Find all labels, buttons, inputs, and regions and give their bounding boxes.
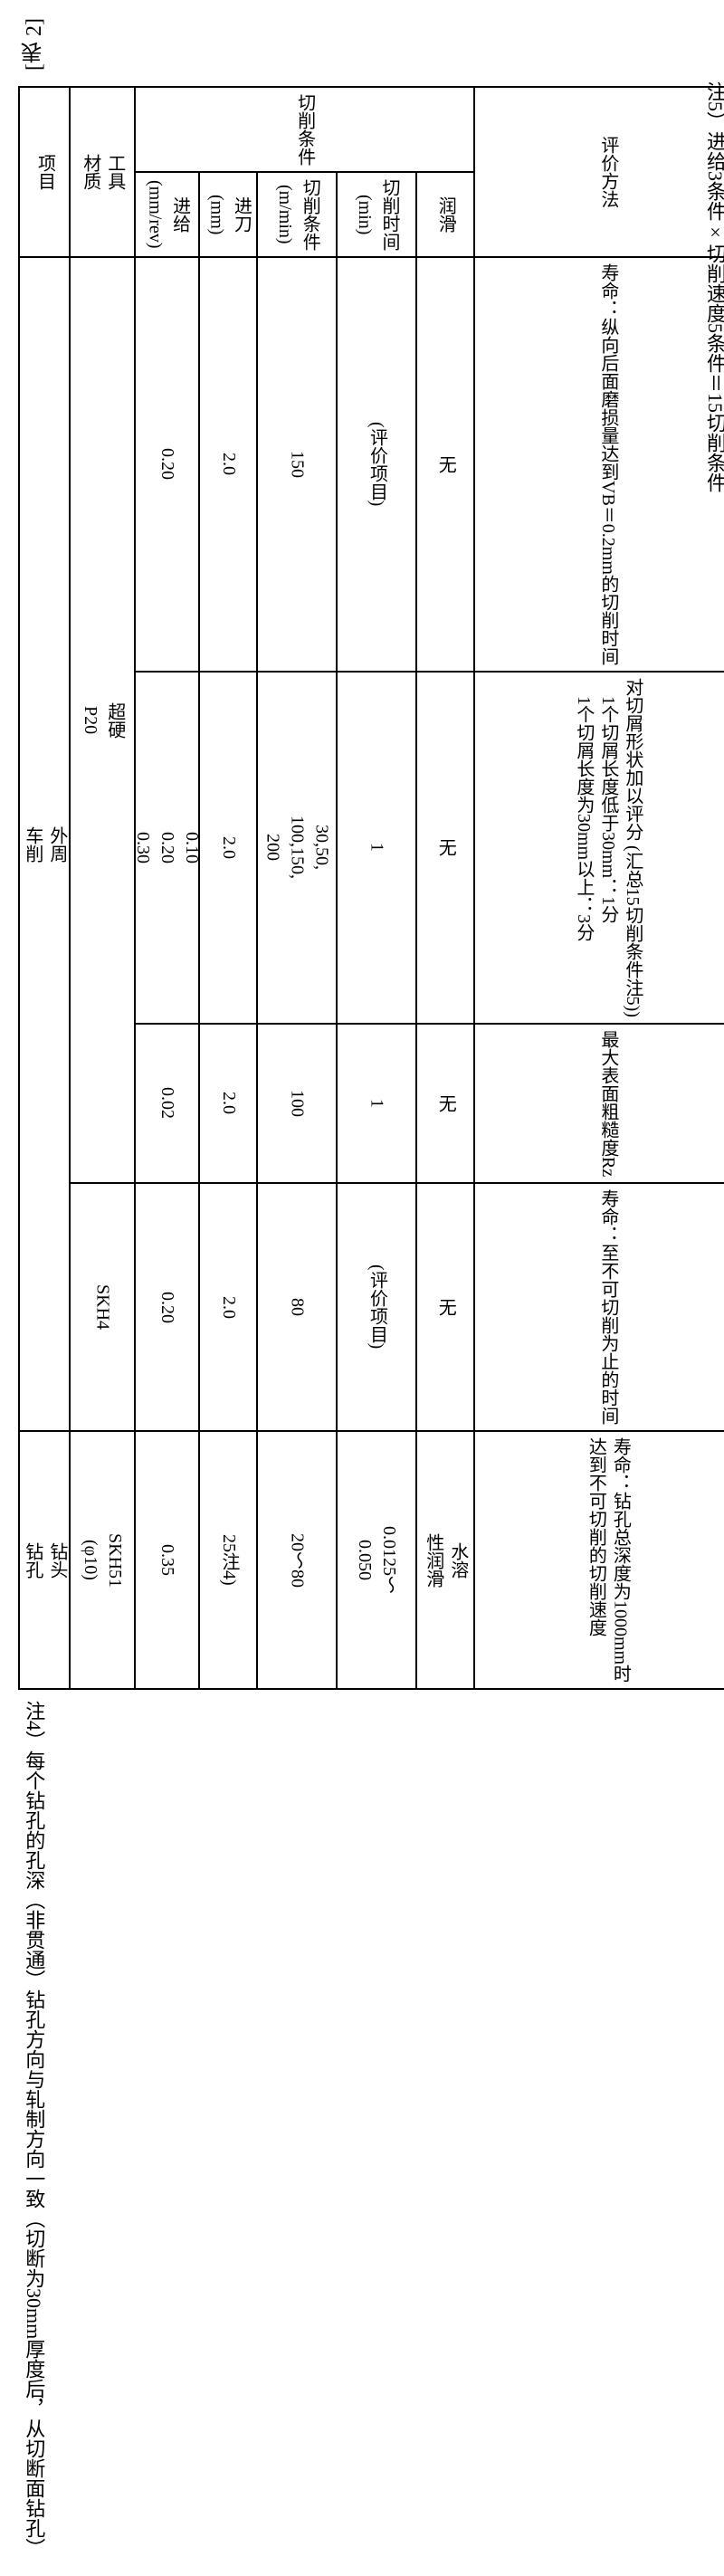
r1-eval: 寿命：纵向后面磨损量达到VB＝0.2mm的切削时间 (474, 257, 724, 672)
row-4: SKH4 0.20 2.0 80 (评价项目) 无 寿命：至不可切削为止的时间 (19, 1183, 724, 1431)
row-1: 外周 车削 超硬 P20 0.20 2.0 150 (评价项目) 无 寿命：纵向… (19, 257, 724, 672)
r1-time: (评价项目) (337, 257, 416, 672)
r4-lube: 无 (416, 1183, 474, 1431)
h-eval: 评价方法 (474, 87, 724, 257)
r4-depth: 2.0 (199, 1183, 257, 1431)
r4-speed: 80 (257, 1183, 337, 1431)
r5-feed: 0.35 (135, 1431, 200, 1689)
r3-depth: 2.0 (199, 1024, 257, 1183)
h-depth: 进刀 (mm) (199, 172, 257, 257)
r1-lube: 无 (416, 257, 474, 672)
r1-speed: 150 (257, 257, 337, 672)
row-5: 钻头 钻孔 SKH51 (φ10) 0.35 25注4) 20～80 0.012… (19, 1431, 724, 1689)
h-project: 项目 (19, 87, 70, 257)
note-4a: 注4）每个钻孔的孔深（非贯通） (18, 1701, 50, 1989)
h-time: 切削时间 (min) (337, 172, 416, 257)
r5-eval: 寿命：钻孔总深度为1000mm时 达到不可切削的切削速度 (474, 1431, 724, 1689)
r3-time: 1 (337, 1024, 416, 1183)
table-caption: [表 2] (18, 18, 50, 71)
r5-time: 0.0125～ 0.050 (337, 1431, 416, 1689)
r2-depth: 2.0 (199, 672, 257, 1024)
r3-feed: 0.02 (135, 1024, 200, 1183)
r2-time: 1 (337, 672, 416, 1024)
r-turning: 外周 车削 (19, 257, 70, 1431)
r2-speed: 30,50, 100,150, 200 (257, 672, 337, 1024)
r4-time: (评价项目) (337, 1183, 416, 1431)
h-tool: 工具 材质 (70, 87, 135, 257)
r5-speed: 20～80 (257, 1431, 337, 1689)
r2-eval: 对切屑形状加以评分 (汇总15切削条件注5)) 1个切屑长度低于30mm：1分 … (474, 672, 724, 1024)
r5-lube: 水溶 性润滑 (416, 1431, 474, 1689)
r3-speed: 100 (257, 1024, 337, 1183)
r1-feed: 0.20 (135, 257, 200, 672)
r2-lube: 无 (416, 672, 474, 1024)
main-table: 项目 工具 材质 切削条件 评价方法 进给 (mm/rev) 进刀 (mm) 切… (18, 86, 724, 1690)
r-tool1: 超硬 P20 (70, 257, 135, 1183)
r3-lube: 无 (416, 1024, 474, 1183)
r4-feed: 0.20 (135, 1183, 200, 1431)
r4-eval: 寿命：至不可切削为止的时间 (474, 1183, 724, 1431)
r2-feed: 0.10 0.20 0.30 (135, 672, 200, 1024)
r1-depth: 2.0 (199, 257, 257, 672)
header-row-1: 项目 工具 材质 切削条件 评价方法 (19, 87, 724, 172)
note-4b: 钻孔方向与轧制方向一致（切断为30mm厚度后，从切断面钻孔） (18, 1989, 50, 2558)
r5-depth: 25注4) (199, 1431, 257, 1689)
r3-eval: 最大表面粗糙度Rz (474, 1024, 724, 1183)
h-feed: 进给 (mm/rev) (135, 172, 200, 257)
r-drill: 钻头 钻孔 (19, 1431, 70, 1689)
note-5: 注5）进给3条件×切削速度5条件＝15切削条件 (700, 81, 724, 492)
footnotes: 注4）每个钻孔的孔深（非贯通） 钻孔方向与轧制方向一致（切断为30mm厚度后，从… (18, 1701, 724, 2558)
h-cond-group: 切削条件 (135, 87, 474, 172)
r4-tool: SKH4 (70, 1183, 135, 1431)
r5-tool: SKH51 (φ10) (70, 1431, 135, 1689)
h-lube: 润滑 (416, 172, 474, 257)
h-speed: 切削条件 (m/min) (257, 172, 337, 257)
